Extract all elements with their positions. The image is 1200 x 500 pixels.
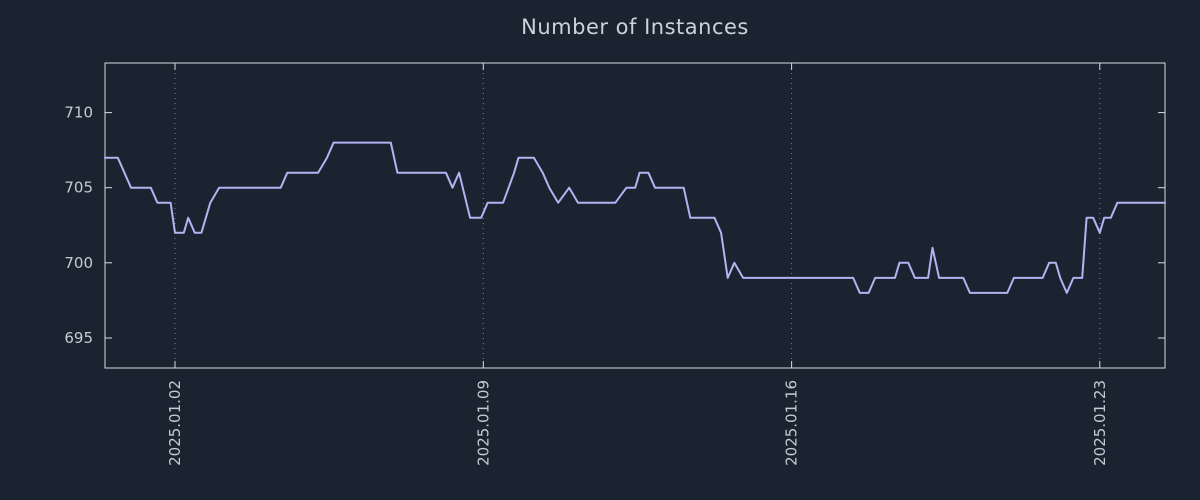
svg-text:2025.01.09: 2025.01.09: [474, 380, 492, 466]
svg-text:695: 695: [64, 329, 93, 347]
svg-text:2025.01.16: 2025.01.16: [783, 380, 801, 466]
svg-text:710: 710: [64, 104, 93, 122]
svg-text:705: 705: [64, 179, 93, 197]
svg-text:700: 700: [64, 254, 93, 272]
chart-title: Number of Instances: [521, 15, 749, 39]
svg-text:2025.01.23: 2025.01.23: [1091, 380, 1109, 466]
svg-text:2025.01.02: 2025.01.02: [166, 380, 184, 466]
